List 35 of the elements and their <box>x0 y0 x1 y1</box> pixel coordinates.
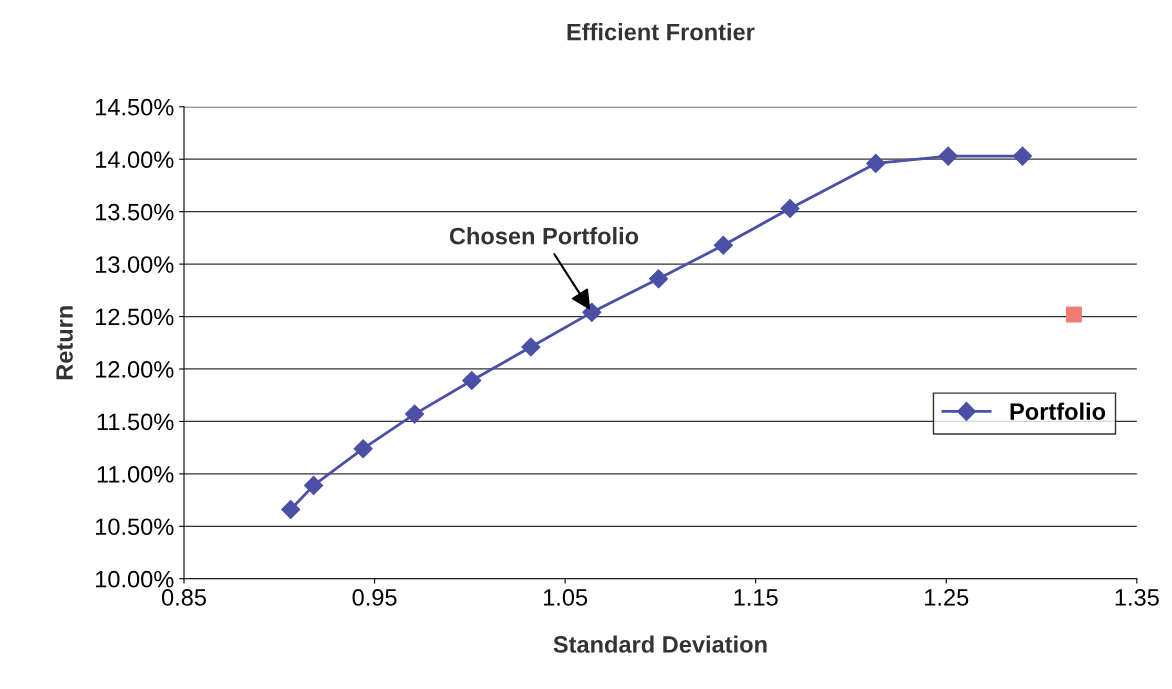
point <box>304 475 324 495</box>
y-tick-label: 12.50% <box>96 308 174 326</box>
x-tick-label: 0.85 <box>161 589 206 606</box>
point <box>938 146 958 166</box>
x-tick-label: 0.95 <box>352 589 397 606</box>
point <box>866 153 886 173</box>
y-tick-label: 13.00% <box>96 256 174 273</box>
point <box>405 404 425 424</box>
y-tick-label: 14.50% <box>96 98 174 116</box>
y-tick-label: 12.00% <box>96 361 174 378</box>
y-tick-label: 10.00% <box>96 570 174 588</box>
point <box>582 302 602 322</box>
x-tick-label: 1.05 <box>543 589 588 606</box>
y-axis-title: Return <box>56 306 73 380</box>
point <box>353 439 373 459</box>
legend-label: Portfolio <box>1010 402 1106 420</box>
point <box>521 337 541 357</box>
point <box>281 500 301 520</box>
y-tick-label: 14.00% <box>96 151 174 169</box>
point <box>780 198 800 219</box>
point <box>1012 146 1033 166</box>
point <box>713 235 733 255</box>
x-tick-label: 1.25 <box>925 589 969 606</box>
y-tick-label: 10.50% <box>96 518 174 536</box>
x-tick-label: 1.35 <box>1115 589 1159 606</box>
y-tick-label: 13.50% <box>96 203 174 221</box>
x-tick-label: 1.15 <box>734 589 778 606</box>
point <box>462 371 482 391</box>
point <box>1065 306 1082 323</box>
y-tick-label: 11.00% <box>97 465 174 483</box>
x-axis-title: Standard Deviation <box>553 635 767 653</box>
annotation: Chosen Portfolio <box>449 227 639 245</box>
point <box>648 269 669 289</box>
y-tick-label: 11.50% <box>97 413 174 431</box>
chart-title: Efficient Frontier <box>567 23 755 41</box>
